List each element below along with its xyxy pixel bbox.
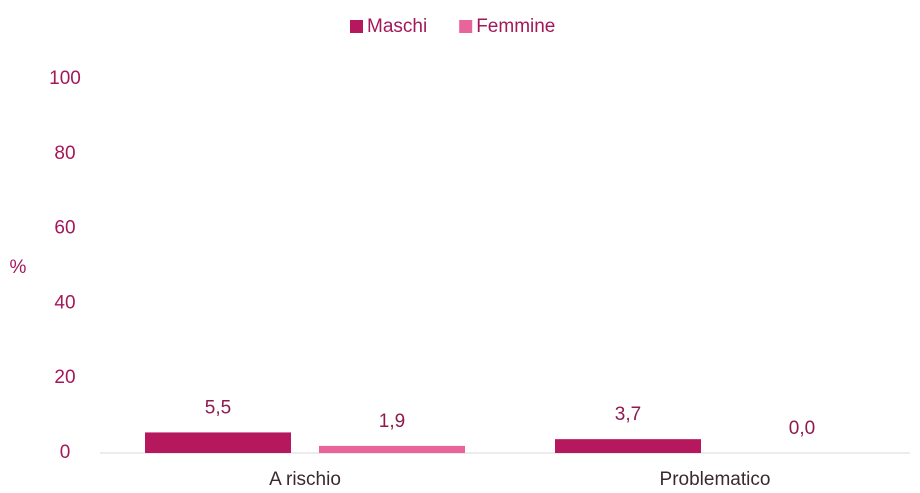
bar	[145, 432, 291, 453]
legend-label: Maschi	[367, 16, 427, 37]
y-tick-label: 100	[49, 68, 81, 89]
value-label: 1,9	[379, 411, 405, 432]
y-tick-label: 60	[54, 218, 75, 239]
bar	[319, 445, 465, 453]
y-tick-label: 40	[54, 292, 75, 313]
value-label: 0,0	[789, 418, 815, 439]
y-axis-label: %	[10, 257, 27, 278]
x-tick-label: Problematico	[660, 469, 771, 490]
legend-label: Femmine	[476, 16, 555, 37]
legend-swatch	[350, 20, 363, 33]
value-label: 3,7	[615, 404, 641, 425]
bar	[555, 439, 701, 453]
y-tick-label: 80	[54, 143, 75, 164]
value-label: 5,5	[205, 397, 231, 418]
y-tick-label: 20	[54, 367, 75, 388]
y-tick-label: 0	[60, 442, 71, 463]
x-tick-label: A rischio	[269, 469, 341, 490]
legend-swatch	[459, 20, 473, 33]
